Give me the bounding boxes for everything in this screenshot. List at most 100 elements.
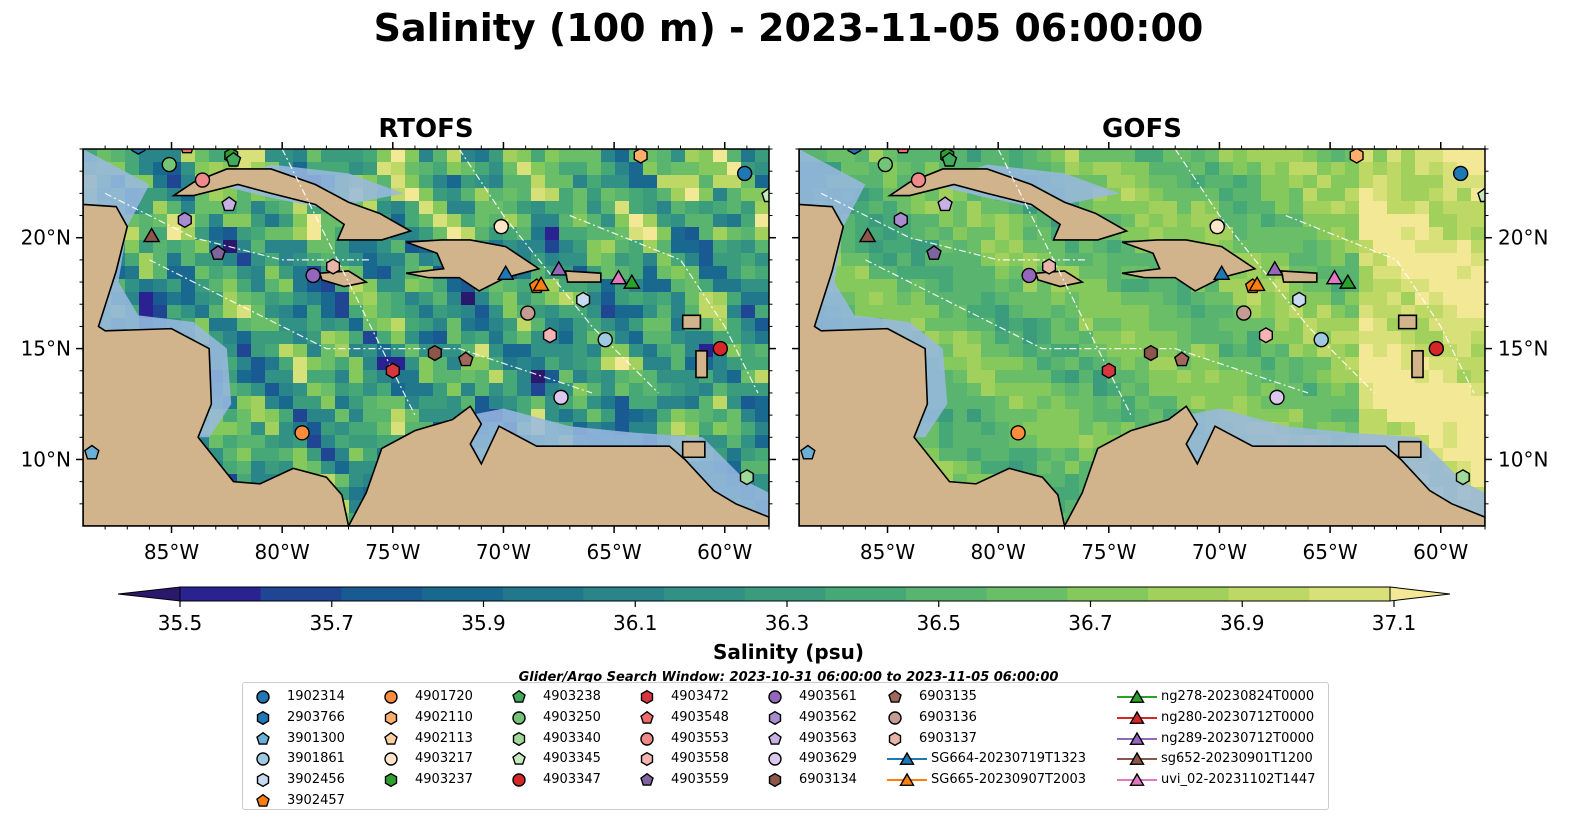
marker-ng289-20230712T0000 — [549, 260, 568, 276]
legend-marker-4903347 — [512, 773, 526, 787]
legend-marker-uvi_02-20231102T1447 — [1129, 772, 1145, 787]
colorbar-segment — [341, 587, 423, 601]
legend-marker-2903766 — [256, 710, 270, 725]
legend-label: 3901300 — [287, 730, 345, 746]
legend-label: 4903559 — [671, 772, 729, 788]
colorbar-tick-label: 35.5 — [158, 611, 203, 635]
colorbar-tick-label: 36.1 — [613, 611, 658, 635]
legend-label: 6903134 — [799, 772, 857, 788]
colorbar-tick-label: 36.3 — [765, 611, 810, 635]
marker-6903137 — [326, 258, 341, 275]
marker-6903137 — [1041, 258, 1057, 275]
marker-4903340 — [1455, 469, 1470, 486]
colorbar-tick-label: 35.9 — [461, 611, 506, 635]
marker-4903559 — [210, 245, 226, 260]
legend-marker-4903217 — [384, 752, 398, 767]
marker-4903561 — [1021, 267, 1037, 284]
lat-tick-label: 15°N — [21, 337, 71, 361]
lon-tick-label: 70°W — [476, 540, 531, 564]
land-polygon — [681, 440, 706, 459]
colorbar-extend-min — [117, 586, 181, 602]
colorbar-tick-label: 36.9 — [1220, 611, 1265, 635]
marker-ng278-20230824T0000 — [622, 273, 641, 289]
marker-4903340 — [739, 469, 754, 486]
marker-1902314 — [736, 165, 753, 182]
colorbar-segment — [744, 587, 826, 601]
colorbar-segment — [986, 587, 1068, 601]
legend-label: 3902456 — [287, 772, 345, 788]
panel-title-rtofs: RTOFS — [378, 114, 474, 144]
legend-marker-ng289-20230712T0000 — [1129, 731, 1145, 745]
legend-marker-4903345 — [512, 752, 526, 766]
marker-4903563 — [221, 196, 237, 212]
lon-tick-label: 80°W — [255, 540, 310, 564]
colorbar-segment — [1228, 587, 1310, 601]
legend-label: 4903217 — [415, 751, 473, 767]
marker-ng278-20230824T0000 — [1338, 273, 1357, 289]
lon-tick-label: 65°W — [586, 540, 641, 564]
colorbar-segment — [422, 587, 504, 601]
marker-4903563 — [937, 196, 953, 212]
marker-4903562 — [177, 211, 192, 229]
marker-4903629 — [553, 389, 569, 406]
land-polygon — [1411, 350, 1424, 379]
map-panel-gofs: 85°W 80°W 75°W 70°W 65°W 60°W 10°N 15°N 20°N — [792, 142, 1548, 564]
marker-4903345 — [1477, 187, 1485, 203]
lon-tick-label: 70°W — [1192, 540, 1247, 564]
lat-tick-label: 10°N — [1498, 447, 1548, 471]
land-polygon — [405, 239, 541, 292]
legend-marker-SG665-20230907T2003 — [899, 772, 915, 787]
colorbar-segment — [825, 587, 907, 601]
legend-marker-6903136 — [888, 711, 902, 725]
marker-4903238 — [941, 151, 958, 167]
colorbar-segment — [583, 587, 665, 601]
legend-label: 4903238 — [543, 689, 601, 704]
legend-marker-4902113 — [384, 731, 398, 745]
colorbar-segment — [1067, 587, 1149, 601]
lon-tick-label: 85°W — [860, 540, 915, 564]
legend-label: ng289-20230712T0000 — [1161, 730, 1315, 746]
legend-label: 4901720 — [415, 689, 473, 704]
legend-label: 4902113 — [415, 730, 473, 746]
legend-marker-4903563 — [768, 731, 782, 745]
legend-marker-4902110 — [384, 710, 398, 725]
marker-4903472 — [1101, 362, 1116, 379]
marker-4901720 — [294, 425, 310, 441]
lon-tick-label: 60°W — [1413, 540, 1468, 564]
legend-marker-ng280-20230712T0000 — [1129, 710, 1145, 724]
legend-marker-1902314 — [256, 690, 270, 704]
marker-uvi_02-20231102T1447 — [609, 269, 628, 285]
legend-label: 4903558 — [671, 751, 729, 767]
legend-label: uvi_02-20231102T1447 — [1161, 772, 1316, 788]
colorbar-segment — [906, 587, 988, 601]
marker-SG664-20230719T1323 — [1212, 264, 1231, 280]
colorbar-extend-max — [1389, 586, 1451, 602]
legend-marker-3901300 — [256, 731, 270, 745]
land-polygon — [695, 350, 708, 379]
search-window-note: Glider/Argo Search Window: 2023-10-31 06… — [518, 670, 1059, 685]
legend-marker-4903629 — [768, 752, 782, 767]
land-polygon — [171, 168, 413, 241]
marker-6903135 — [1173, 351, 1190, 367]
lon-tick-label: 65°W — [1302, 540, 1357, 564]
legend-marker-6903134 — [768, 773, 782, 788]
marker-3902456 — [1292, 291, 1307, 309]
colorbar-segment — [260, 587, 342, 601]
colorbar: 35.5 35.7 35.9 36.1 36.3 36.5 36.7 36.9 37.1 — [117, 586, 1451, 635]
legend-marker-6903137 — [888, 731, 902, 746]
colorbar-segment — [1148, 587, 1230, 601]
lat-tick-label: 15°N — [1498, 337, 1548, 361]
legend-marker-4903559 — [640, 773, 654, 786]
lon-tick-label: 80°W — [971, 540, 1026, 564]
marker-4903548 — [180, 149, 194, 154]
marker-ng289-20230712T0000 — [1265, 260, 1284, 276]
marker-6903135 — [457, 351, 474, 367]
land-polygon — [799, 149, 1066, 526]
legend-label: 4903340 — [543, 730, 601, 746]
marker-sg652-20230901T1200 — [858, 227, 877, 243]
land-polygon — [681, 314, 702, 330]
land-polygon — [347, 405, 769, 526]
colorbar-segment — [664, 587, 746, 601]
colorbar-segment — [1309, 587, 1391, 601]
